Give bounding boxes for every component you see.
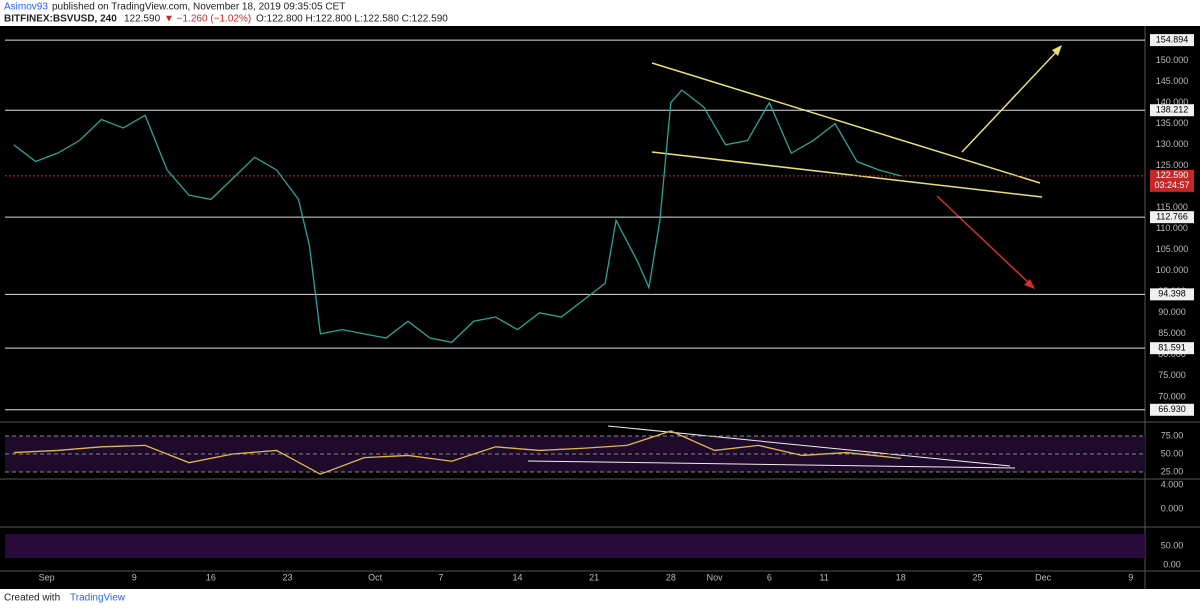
y-tick-label: 145.000: [1156, 76, 1189, 86]
level-label: 81.591: [1158, 343, 1186, 353]
y-tick-label: 100.000: [1156, 265, 1189, 275]
level-label: 94.398: [1158, 289, 1186, 299]
level-label-box: [1150, 342, 1194, 355]
arrow: [936, 195, 1033, 287]
y-tick-label: 75.00: [1161, 430, 1184, 440]
y-tick-label: 135.000: [1156, 118, 1189, 128]
x-tick-label: 25: [972, 572, 982, 582]
y-tick-label: 115.000: [1156, 202, 1188, 212]
x-tick-label: 6: [767, 572, 772, 582]
x-tick-label: 9: [1128, 572, 1133, 582]
x-tick-label: 16: [206, 572, 216, 582]
level-label: 138.212: [1156, 105, 1189, 115]
y-tick-label: 110.000: [1156, 223, 1188, 233]
header-bar: [0, 0, 1200, 26]
footer-brand[interactable]: TradingView: [70, 593, 126, 604]
y-tick-label: 0.000: [1161, 503, 1184, 513]
level-label: 112.766: [1156, 212, 1188, 222]
x-tick-label: Sep: [39, 572, 55, 582]
arrow-head: [1024, 279, 1035, 289]
arrow-head: [1052, 45, 1062, 56]
x-tick-label: Oct: [368, 572, 383, 582]
countdown: 03:24:57: [1154, 180, 1189, 190]
x-tick-label: Nov: [707, 572, 724, 582]
footer-created: Created with: [4, 593, 60, 604]
current-price-label: 122.590: [1156, 170, 1189, 180]
y-tick-label: 90.000: [1158, 307, 1186, 317]
trend-line: [651, 62, 1041, 184]
y-tick-label: 140.000: [1156, 97, 1189, 107]
plot-background: [0, 26, 1200, 589]
level-label-box: [1150, 104, 1194, 117]
trend-line: [527, 460, 1016, 469]
y-tick-label: 125.000: [1156, 160, 1189, 170]
symbol: BITFINEX:BSVUSD, 240: [4, 14, 117, 25]
x-tick-label: 7: [438, 572, 443, 582]
level-label: 154.894: [1156, 34, 1189, 44]
x-tick-label: 21: [589, 572, 599, 582]
change: ▼ −1.260 (−1.02%): [164, 14, 251, 25]
y-tick-label: 150.000: [1156, 55, 1189, 65]
series-line: [13, 89, 901, 343]
stoch-band: [5, 534, 1145, 558]
y-tick-label: 50.00: [1161, 448, 1184, 458]
footer-bar: [0, 589, 1200, 609]
trend-line: [651, 151, 1043, 198]
y-tick-label: 80.000: [1158, 349, 1186, 359]
x-tick-label: 9: [132, 572, 137, 582]
x-tick-label: 14: [512, 572, 522, 582]
x-tick-label: 23: [283, 572, 293, 582]
y-tick-label: 105.000: [1156, 244, 1189, 254]
y-tick-label: 85.000: [1158, 328, 1186, 338]
y-tick-label: 70.000: [1158, 391, 1186, 401]
level-label-box: [1150, 403, 1194, 416]
author[interactable]: Asimov93: [4, 2, 48, 13]
level-label-box: [1150, 288, 1194, 301]
x-tick-label: 18: [896, 572, 906, 582]
level-label-box: [1150, 211, 1194, 224]
ohlc: O:122.800 H:122.800 L:122.580 C:122.590: [256, 14, 448, 25]
current-price-box: [1150, 169, 1194, 192]
last-price: 122.590: [124, 14, 161, 25]
series-line: [13, 430, 901, 475]
y-tick-label: 50.00: [1161, 540, 1184, 550]
y-tick-label: 0.00: [1163, 559, 1181, 569]
x-tick-label: 11: [819, 572, 828, 582]
y-tick-label: 130.000: [1156, 139, 1189, 149]
x-tick-label: Dec: [1035, 572, 1052, 582]
x-tick-label: 28: [666, 572, 676, 582]
level-label-box: [1150, 34, 1194, 47]
y-tick-label: 75.000: [1158, 370, 1186, 380]
level-label: 66.930: [1158, 404, 1186, 414]
y-tick-label: 25.00: [1161, 466, 1184, 476]
published: published on TradingView.com, November 1…: [52, 2, 345, 13]
arrow: [961, 47, 1061, 153]
y-tick-label: 4.000: [1161, 479, 1184, 489]
